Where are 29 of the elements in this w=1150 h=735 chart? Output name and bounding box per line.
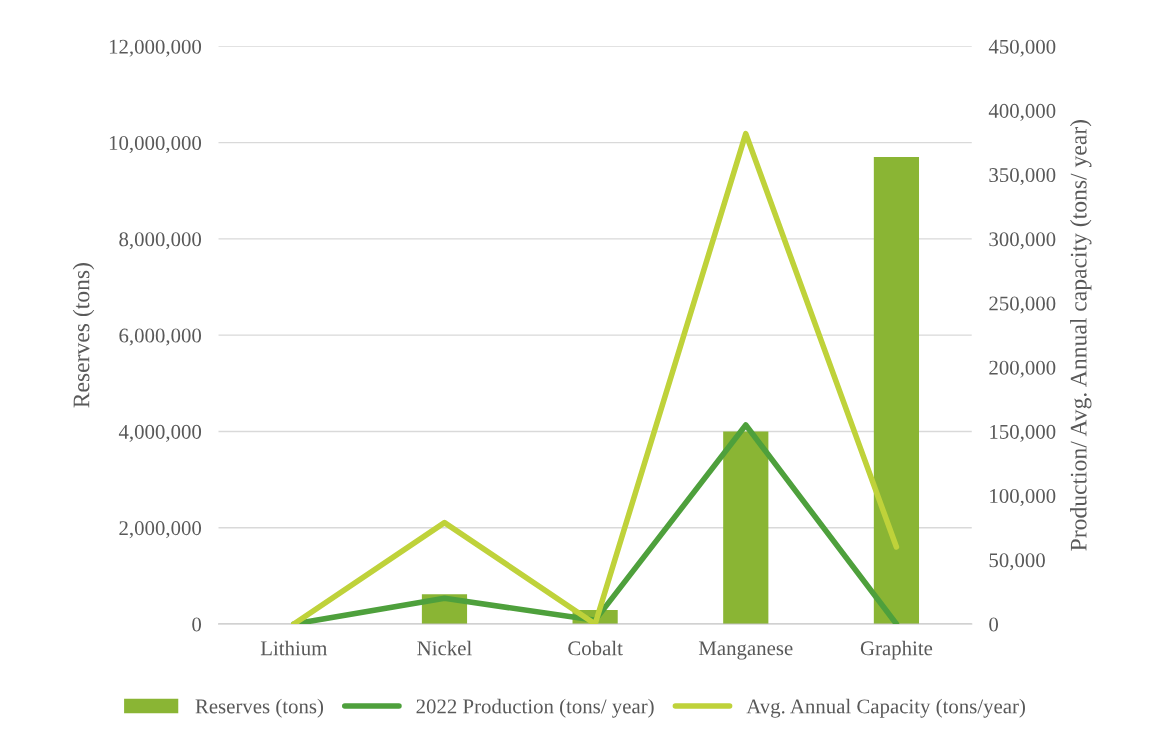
y-axis-title: Reserves (tons) <box>72 263 95 408</box>
y2-tick-label: 250,000 <box>989 296 1056 314</box>
y2-tick-label: 350,000 <box>989 168 1056 186</box>
bar <box>873 157 920 625</box>
y-tick-label: 2,000,000 <box>119 521 202 539</box>
x-tick-label: Nickel <box>417 640 472 656</box>
legend-label: 2022 Production (tons/ year) <box>416 698 654 718</box>
y2-tick-label: 200,000 <box>989 360 1056 378</box>
y2-axis-title: Production/ Avg. Annual capacity (tons/ year) <box>1070 120 1092 551</box>
y-tick-label: 8,000,000 <box>119 232 202 250</box>
y-tick-label: 12,000,000 <box>109 39 202 57</box>
y2-tick-label: 50,000 <box>989 553 1045 571</box>
y2-tick-label: 100,000 <box>990 489 1056 507</box>
y-tick-label: 0 <box>192 617 202 632</box>
y2-tick-label: 0 <box>989 617 999 632</box>
legend-label: Avg. Annual Capacity (tons/year) <box>746 698 1025 718</box>
x-tick-label: Manganese <box>698 641 793 660</box>
x-tick-label: Cobalt <box>568 640 623 656</box>
y2-tick-label: 450,000 <box>988 39 1056 57</box>
y-tick-label: 10,000,000 <box>109 135 202 154</box>
legend-label: Reserves (tons) <box>195 698 324 718</box>
y2-tick-label: 400,000 <box>988 103 1056 121</box>
y-tick-label: 6,000,000 <box>119 328 202 346</box>
bar <box>723 431 769 625</box>
y2-tick-label: 300,000 <box>989 232 1056 250</box>
x-tick-label: Lithium <box>260 640 328 656</box>
y-tick-label: 4,000,000 <box>118 424 202 442</box>
x-tick-label: Graphite <box>860 640 933 660</box>
y2-tick-label: 150,000 <box>990 424 1056 442</box>
